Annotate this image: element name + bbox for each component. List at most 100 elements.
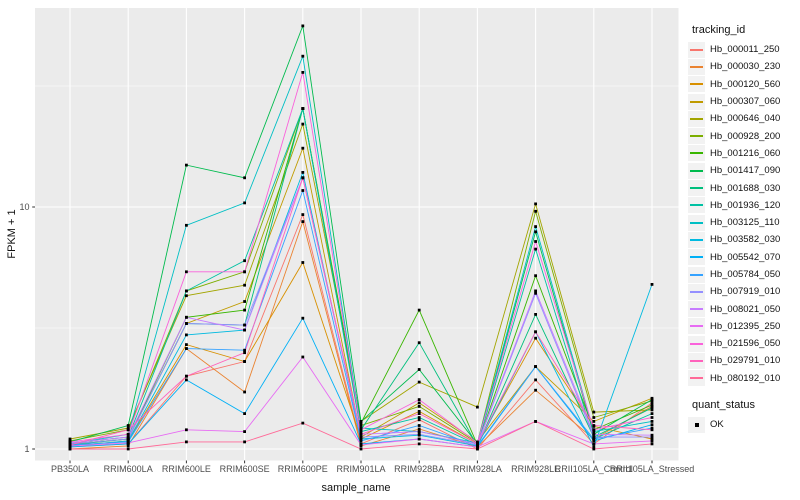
data-point (592, 435, 596, 439)
legend-item: Hb_001688_030 (688, 179, 800, 197)
data-point (476, 405, 479, 409)
legend-line-icon (690, 342, 703, 345)
legend-item: Hb_000307_060 (688, 93, 800, 110)
data-point (185, 333, 188, 337)
data-point (126, 437, 130, 441)
legend-items: Hb_000011_250 Hb_000030_230 Hb_000120_560 H… (688, 41, 800, 387)
legend-item: Hb_000120_560 (688, 76, 800, 93)
data-point (243, 259, 246, 263)
data-point (650, 439, 654, 443)
legend-key (688, 93, 705, 110)
legend-item: Hb_021596_050 (688, 335, 800, 352)
data-point (417, 308, 421, 312)
data-point (243, 308, 246, 312)
data-point (126, 432, 130, 436)
data-point (417, 380, 421, 384)
data-point (301, 171, 305, 174)
data-point (534, 313, 537, 316)
data-point (301, 355, 305, 359)
legend-item-label: Hb_000120_560 (710, 78, 781, 90)
data-point (592, 428, 596, 432)
data-point (534, 274, 537, 278)
data-point (301, 146, 305, 150)
data-point (68, 447, 72, 451)
data-point (185, 315, 188, 319)
data-point (359, 435, 363, 439)
legend-item: Hb_029791_010 (688, 352, 800, 369)
data-point (592, 424, 596, 427)
data-point (243, 300, 246, 303)
legend-item-label: Hb_008021_050 (710, 303, 781, 315)
data-point (476, 442, 479, 446)
legend-key (688, 110, 705, 127)
legend-key (688, 41, 705, 58)
data-point (650, 398, 654, 401)
legend-item-label: Hb_001417_090 (710, 165, 781, 177)
data-point (417, 442, 421, 446)
legend-key (688, 162, 705, 179)
data-point (534, 330, 537, 334)
x-tick-label: RRIM928BA (394, 464, 444, 474)
data-point (301, 189, 305, 192)
data-point (417, 412, 421, 415)
data-point (243, 430, 246, 433)
legend-item-label: Hb_007919_010 (710, 286, 781, 298)
data-point (417, 424, 421, 427)
legend-line-icon (690, 135, 703, 138)
data-point (243, 390, 246, 394)
legend-item: Hb_001417_090 (688, 162, 800, 179)
data-point (301, 316, 305, 320)
data-point (359, 430, 363, 433)
data-point (359, 447, 363, 451)
data-point (650, 423, 654, 427)
data-point (243, 360, 246, 363)
data-point (534, 289, 537, 293)
data-point (417, 398, 421, 401)
data-point (301, 220, 305, 223)
data-point (650, 401, 654, 405)
data-point (243, 348, 246, 352)
data-point (417, 410, 421, 413)
data-point (243, 283, 246, 287)
data-point (301, 421, 305, 425)
data-point (476, 445, 479, 449)
data-point (243, 412, 246, 415)
data-point (534, 225, 537, 228)
data-point (359, 424, 363, 427)
data-point (417, 437, 421, 441)
data-point (359, 443, 363, 447)
legend-title-quant-status: quant_status (692, 398, 755, 411)
data-point (126, 444, 130, 448)
legend-item: Hb_000011_250 (688, 41, 800, 58)
data-point (359, 421, 363, 425)
legend-line-icon (690, 238, 703, 241)
legend-item-label: Hb_001688_030 (710, 182, 781, 194)
data-point (417, 432, 421, 436)
x-tick-label: RRII105LA_Stressed (610, 464, 695, 474)
legend-item-label: Hb_000307_060 (710, 96, 781, 108)
data-point (592, 445, 596, 449)
data-point (417, 418, 421, 422)
data-point (185, 294, 188, 298)
legend-key (688, 283, 705, 300)
data-point (68, 443, 72, 447)
legend-line-icon (690, 273, 703, 276)
data-point (126, 426, 130, 430)
legend-key (688, 370, 705, 387)
data-point (534, 247, 537, 251)
data-point (301, 176, 305, 180)
data-point (417, 427, 421, 431)
legend-item-label: Hb_021596_050 (710, 338, 781, 350)
data-point (592, 442, 596, 446)
legend-item: Hb_000030_230 (688, 58, 800, 75)
data-point (650, 433, 654, 437)
data-point (592, 420, 596, 423)
legend-line-icon (690, 152, 703, 155)
data-point (592, 416, 596, 419)
data-point (68, 440, 72, 444)
legend-item-label: Hb_000030_230 (710, 61, 781, 73)
x-tick-label: RRIM928LE (511, 464, 560, 474)
data-point (534, 230, 537, 234)
